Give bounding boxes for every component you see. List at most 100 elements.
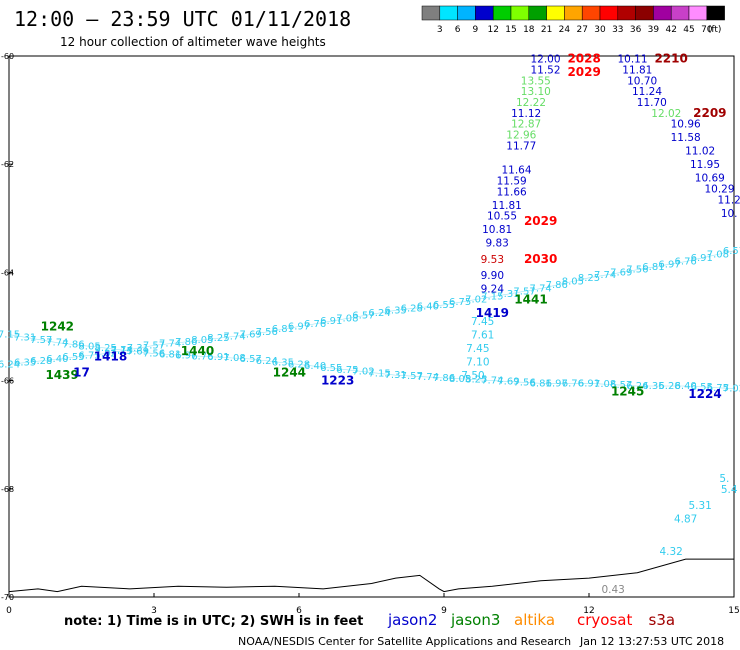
colorbar-swatch — [564, 5, 583, 21]
track-line — [8, 334, 735, 389]
track-value-label: 7.86 — [62, 340, 84, 351]
track-value-label: 7.74 — [481, 376, 503, 387]
track-value-label: 8.25 — [465, 375, 487, 386]
colorbar-label: 3 — [437, 25, 443, 35]
orbit-id-label: 2210 — [654, 52, 687, 66]
track-value-label: 8.05 — [191, 335, 213, 346]
track-value-label: 7.74 — [594, 270, 616, 281]
wave-height-label: 10.55 — [487, 211, 517, 223]
track-value-label: 6.97 — [288, 322, 310, 333]
wave-height-label: 11.81 — [492, 200, 522, 212]
track-value-label: 6.55 — [433, 300, 455, 311]
wave-height-label: 13.55 — [521, 75, 551, 87]
colorbar-swatch — [635, 5, 654, 21]
track-value-label: 7.57 — [401, 371, 423, 382]
colorbar-swatch — [492, 5, 512, 21]
orbit-id-label: 17 — [73, 365, 90, 379]
x-tick-label: 3 — [151, 606, 157, 616]
track-value-label: 7.31 — [127, 343, 149, 354]
colorbar-label: 42 — [665, 25, 676, 35]
wave-height-label: 0.43 — [601, 584, 624, 596]
track-value-label: 6.35 — [14, 358, 36, 369]
wave-height-label: 11.2 — [717, 194, 740, 206]
wave-height-label: 10. — [721, 208, 738, 220]
orbit-id-label: 2028 — [567, 52, 600, 66]
chart-subtitle: 12 hour collection of altimeter wave hei… — [60, 35, 326, 49]
colorbar-swatch — [688, 5, 708, 21]
track-value-label: 6.91 — [320, 316, 342, 327]
wave-height-label: 9.24 — [481, 284, 505, 296]
orbit-id-label: 1440 — [181, 344, 214, 358]
track-value-label: 6.28 — [401, 303, 423, 314]
track-value-label: 6.24 — [626, 381, 648, 392]
colorbar-label: 39 — [648, 25, 660, 35]
mission-jason3: jason3 — [450, 611, 500, 629]
chart-title: 12:00 — 23:59 UTC 01/11/2018 — [14, 7, 351, 31]
wave-height-label: 11.24 — [632, 86, 662, 98]
colorbar-swatch — [706, 5, 725, 21]
track-value-label: 6.97 — [175, 350, 197, 361]
track-value-label: 6.91 — [691, 253, 713, 264]
track-value-label: 6.76 — [191, 351, 213, 362]
track-value-label: 8.05 — [78, 341, 100, 352]
wave-height-label: 12.96 — [506, 129, 536, 141]
colorbar-label: 27 — [576, 25, 587, 35]
track-value-label: 7.69 — [610, 267, 632, 278]
colorbar-label: 36 — [630, 25, 642, 35]
wave-height-label: 11.12 — [511, 108, 541, 120]
colorbar-label: 21 — [541, 25, 552, 35]
track-value-label: 6.81 — [272, 324, 294, 335]
track-value-label: 6.91 — [578, 378, 600, 389]
colorbar-label: 33 — [612, 25, 623, 35]
track-value-label: 6.28 — [30, 356, 52, 367]
colorbar-label: 70 — [701, 25, 713, 35]
track-value-label: 6.35 — [385, 305, 407, 316]
orbit-id-label: 1441 — [514, 292, 547, 306]
track-value-label: 8.25 — [95, 343, 117, 354]
track-value-label: 6.97 — [546, 378, 568, 389]
wave-height-label: 11.70 — [637, 97, 667, 109]
colorbar-label: 18 — [523, 25, 535, 35]
colorbar-swatch — [546, 5, 565, 21]
y-tick-label: -64 — [1, 268, 14, 277]
wave-height-label: 12.87 — [511, 119, 541, 131]
orbit-id-label: 1245 — [611, 384, 644, 398]
track-value-label: 7.86 — [546, 280, 568, 291]
colorbar-label: 24 — [559, 25, 571, 35]
track-value-label: 7.02 — [465, 294, 487, 305]
track-value-label: 6.40 — [304, 361, 326, 372]
track-value-label: 7.31 — [497, 289, 519, 300]
wave-height-label: 11.58 — [671, 132, 701, 144]
track-value-label: 6.55 — [62, 352, 84, 363]
colorbar-swatch — [617, 5, 636, 21]
colorbar-swatch — [653, 5, 672, 21]
wave-height-label: 7.45 — [471, 316, 494, 328]
track-value-label: 6.76 — [675, 257, 697, 268]
wave-height-label: 9.83 — [485, 238, 508, 250]
colorbar-swatch — [510, 5, 530, 21]
wave-height-label: 10.69 — [695, 173, 725, 185]
wave-height-label: 10.11 — [617, 54, 647, 66]
track-value-label: 6.97 — [658, 259, 680, 270]
wave-height-label: 4.32 — [659, 546, 682, 558]
y-tick-label: -68 — [1, 485, 14, 494]
track-value-label: 6.76 — [304, 319, 326, 330]
colorbar-label: 6 — [455, 25, 461, 35]
track-value-label: 6.35 — [642, 381, 664, 392]
track-value-label: 6.24 — [0, 359, 20, 370]
track-value-label: 7.86 — [175, 337, 197, 348]
wave-height-label: 9.53 — [481, 254, 504, 266]
wave-height-label: 5.31 — [688, 500, 711, 512]
wave-height-label: 10.29 — [704, 184, 734, 196]
track-value-label: 6.75 — [707, 383, 729, 394]
track-value-label: 6.55 — [320, 363, 342, 374]
mission-cryosat: cryosat — [577, 611, 632, 629]
wave-height-label: 11.77 — [506, 140, 536, 152]
mission-jason2: jason2 — [387, 611, 437, 629]
wave-height-label: 10.81 — [482, 224, 512, 236]
orbit-id-label: 1418 — [94, 349, 127, 363]
track-value-label: 7.57 — [30, 335, 52, 346]
wave-height-label: 7.61 — [471, 330, 494, 342]
track-value-label: 7.08 — [707, 249, 729, 260]
wave-height-label: 11.95 — [690, 159, 720, 171]
